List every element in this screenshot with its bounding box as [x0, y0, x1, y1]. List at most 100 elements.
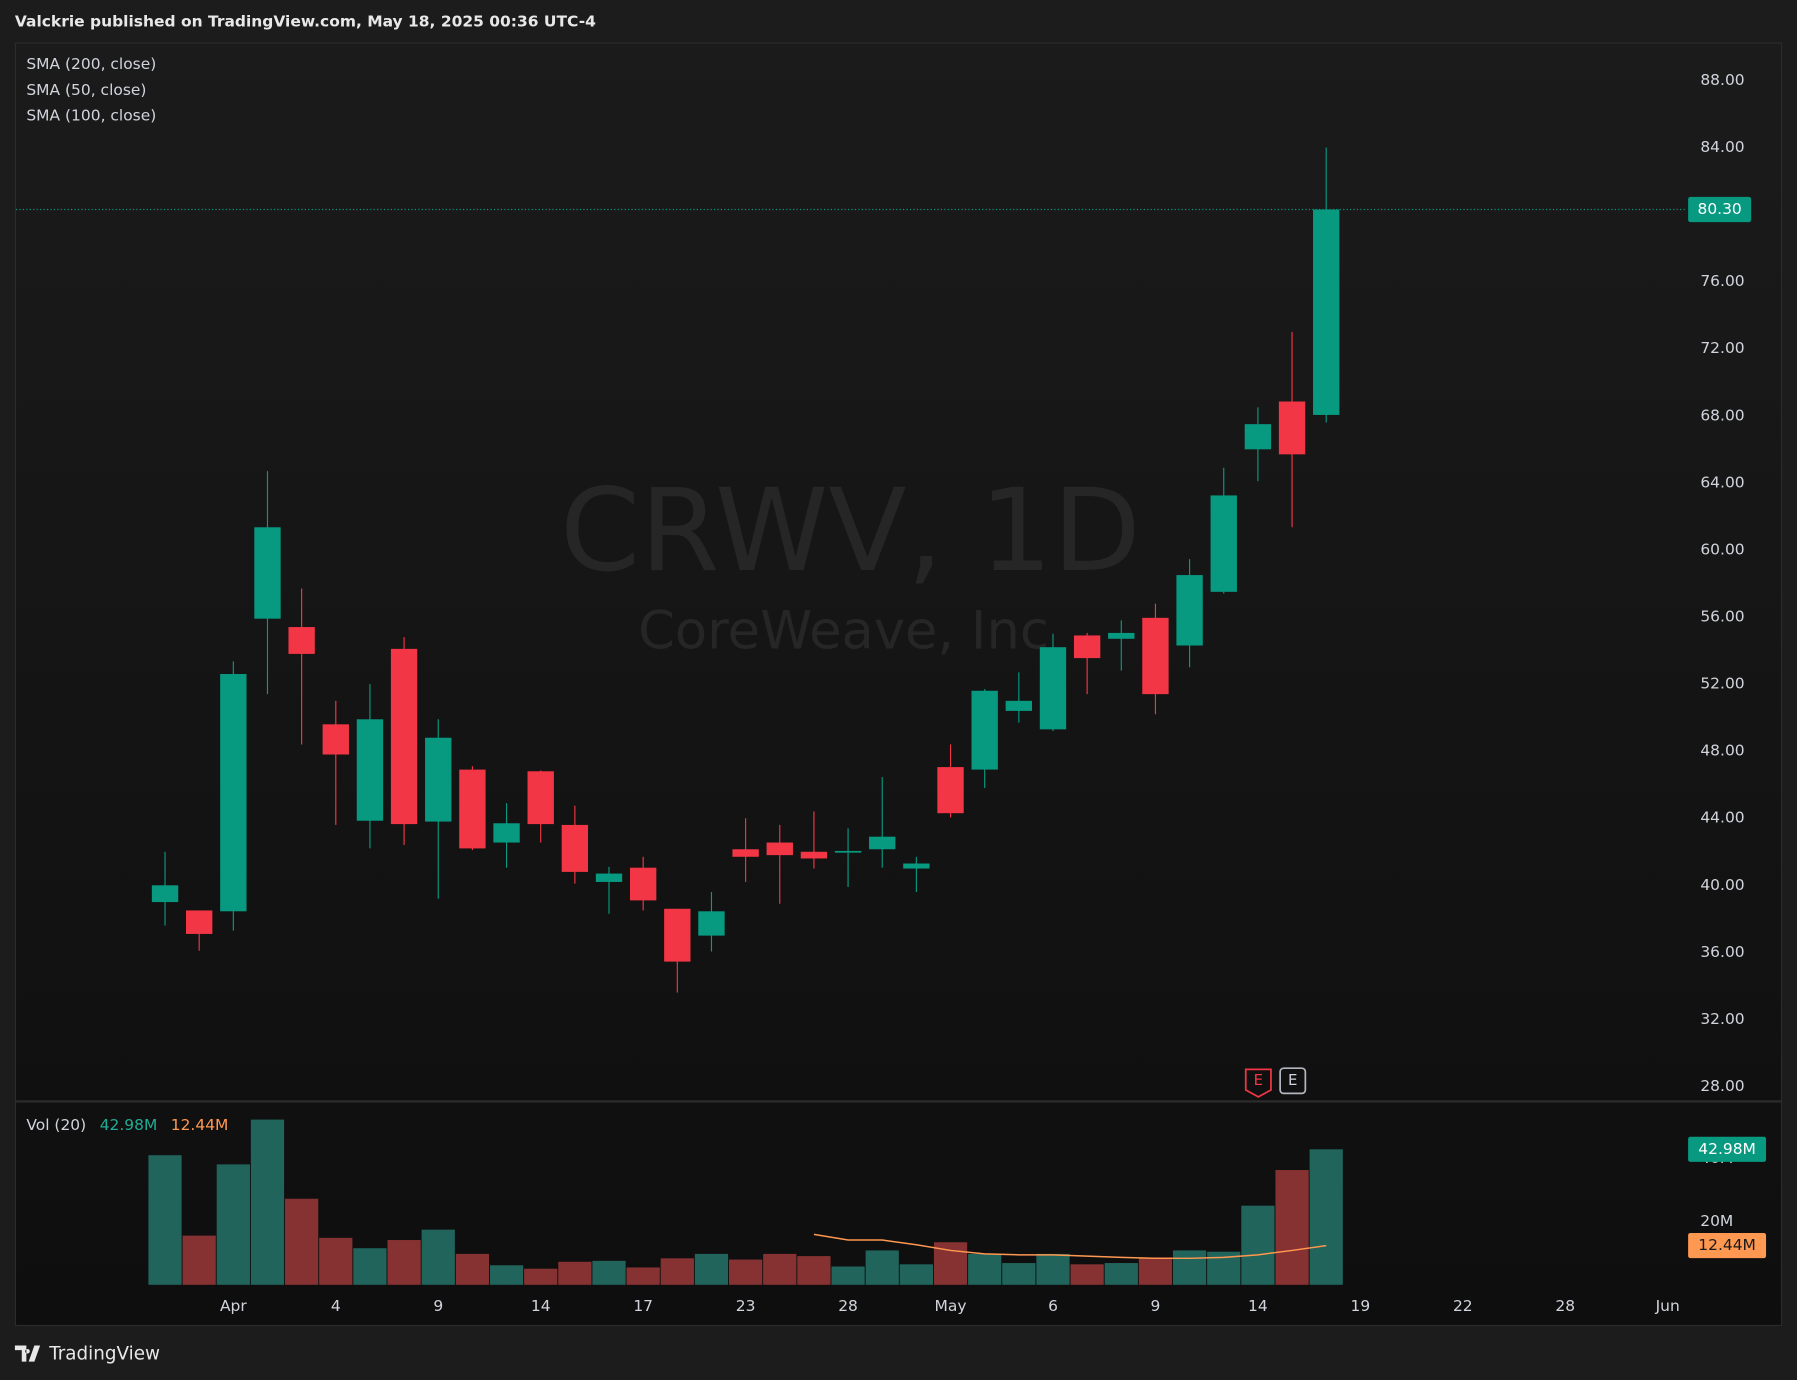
volume-value-label: 42.98M: [1698, 1140, 1756, 1158]
y-tick-label: 56.00: [1700, 607, 1744, 625]
volume-ma-legend-value: 12.44M: [171, 1116, 229, 1134]
volume-bar: [1070, 1264, 1104, 1285]
candle-body: [800, 851, 828, 859]
volume-bar: [763, 1253, 797, 1285]
volume-bar: [558, 1261, 592, 1285]
x-tick-label: 17: [633, 1297, 653, 1315]
candle-body: [869, 836, 896, 850]
earnings-marker[interactable]: E: [1279, 1067, 1307, 1095]
volume-bar: [1275, 1170, 1309, 1285]
candle-body: [1278, 401, 1306, 455]
volume-bar: [148, 1155, 182, 1285]
volume-bar: [421, 1229, 455, 1285]
x-tick-label: 4: [331, 1297, 341, 1315]
volume-bar: [694, 1253, 729, 1285]
x-tick-label: Apr: [220, 1297, 247, 1315]
candle-body: [254, 527, 281, 619]
volume-bar: [1241, 1205, 1275, 1285]
volume-legend[interactable]: Vol (20): [26, 1116, 86, 1134]
volume-bar: [1309, 1149, 1343, 1285]
volume-bar: [1138, 1257, 1173, 1285]
candle-body: [288, 627, 315, 654]
volume-bar: [865, 1250, 899, 1285]
plot-layer: 28.00 32.00 36.00 40.00 44.00 48.00 52.00 56.00…: [16, 71, 1767, 1315]
indicator-legend[interactable]: SMA (50, close): [26, 81, 146, 99]
volume-bar: [831, 1266, 865, 1285]
volume-bar: [626, 1267, 660, 1285]
candle-body: [629, 867, 657, 901]
volume-bar: [1172, 1250, 1207, 1285]
volume-ma-label: 12.44M: [1698, 1236, 1756, 1254]
x-tick-label: 23: [736, 1297, 756, 1315]
candle-body: [527, 771, 554, 825]
volume-bar: [728, 1259, 763, 1285]
indicator-legend[interactable]: SMA (200, close): [26, 55, 156, 73]
earnings-marker[interactable]: E: [1244, 1068, 1272, 1098]
y-tick-label: 44.00: [1700, 809, 1744, 827]
volume-bar: [353, 1248, 387, 1285]
candle-body: [1313, 209, 1340, 415]
y-tick-label: 68.00: [1700, 406, 1744, 424]
candle-body: [1244, 424, 1272, 450]
candle-body: [698, 911, 725, 936]
volume-bar: [968, 1253, 1002, 1285]
candle-body: [1039, 647, 1067, 730]
candle-body: [356, 719, 384, 821]
volume-bar: [387, 1240, 421, 1285]
volume-bar: [489, 1265, 524, 1285]
candle-body: [1073, 635, 1101, 659]
candle-body: [220, 674, 247, 912]
candle-body: [903, 863, 930, 869]
x-tick-label: 14: [531, 1297, 551, 1315]
volume-value-box: [1688, 1136, 1767, 1162]
volume-bar: [660, 1258, 694, 1285]
volume-bar: [1002, 1263, 1036, 1285]
volume-ma-line: [813, 1233, 1327, 1260]
candle-body: [425, 737, 452, 822]
volume-bar: [455, 1253, 490, 1285]
y-tick-label: 64.00: [1700, 473, 1744, 491]
y-tick-label: 32.00: [1700, 1010, 1744, 1028]
x-tick-label: 28: [1555, 1297, 1575, 1315]
x-tick-label: 28: [838, 1297, 858, 1315]
candle-body: [493, 823, 520, 843]
volume-bar: [216, 1164, 250, 1285]
x-tick-label: May: [935, 1297, 967, 1315]
candle-body: [1176, 575, 1203, 646]
volume-bar: [319, 1237, 353, 1285]
volume-bar: [797, 1256, 831, 1285]
candle-body: [390, 648, 418, 825]
earnings-badge: [1244, 1068, 1272, 1098]
x-tick-label: Jun: [1655, 1297, 1680, 1315]
candle-body: [561, 824, 589, 872]
candle-body: [664, 908, 691, 962]
y-tick-label: 76.00: [1700, 272, 1744, 290]
logo-text: TradingView: [48, 1344, 160, 1365]
earnings-badge: [1279, 1067, 1307, 1095]
candle-body: [459, 769, 486, 849]
x-tick-label: 9: [1151, 1297, 1161, 1315]
volume-bar: [899, 1264, 933, 1285]
footer-logo: TradingView: [14, 1344, 160, 1365]
volume-bar: [524, 1268, 558, 1285]
indicator-legend[interactable]: SMA (100, close): [26, 106, 156, 124]
candle-body: [1210, 495, 1237, 592]
x-tick-label: 6: [1048, 1297, 1058, 1315]
x-tick-label: 19: [1351, 1297, 1371, 1315]
y-tick-label: 36.00: [1700, 943, 1744, 961]
y-tick-label: 52.00: [1700, 675, 1744, 693]
y-tick-label: 84.00: [1700, 138, 1744, 156]
x-tick-label: 14: [1248, 1297, 1268, 1315]
y-tick-label: 60.00: [1700, 540, 1744, 558]
y-tick-label: 48.00: [1700, 742, 1744, 760]
watermark-symbol: CRWV, 1D: [560, 465, 1141, 598]
x-tick-label: 9: [433, 1297, 443, 1315]
candle-body: [766, 842, 793, 856]
candle-body: [834, 850, 862, 853]
volume-bar: [1104, 1263, 1138, 1285]
candle-body: [732, 849, 759, 857]
y-tick-label: 72.00: [1700, 339, 1744, 357]
chart-area: [14, 42, 1783, 1327]
x-tick-label: 22: [1453, 1297, 1473, 1315]
